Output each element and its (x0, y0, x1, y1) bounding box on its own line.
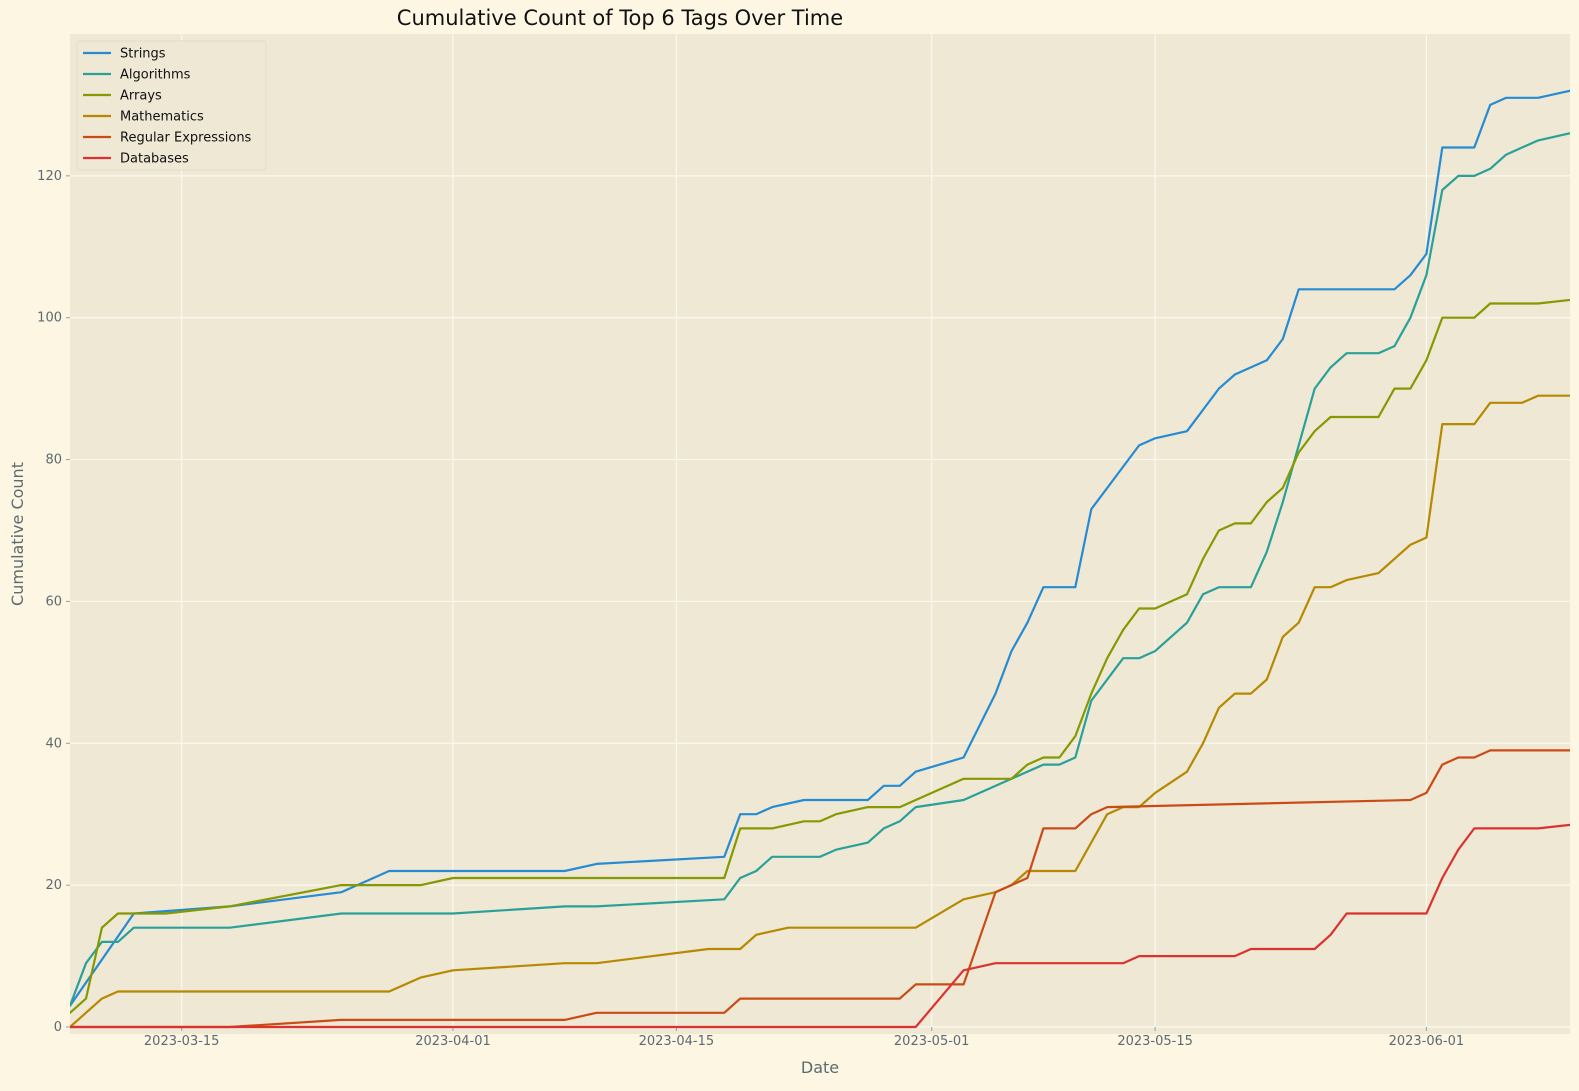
x-tick-label: 2023-05-15 (1117, 1034, 1193, 1049)
x-tick-label: 2023-04-15 (639, 1034, 715, 1049)
y-tick-label: 80 (45, 453, 62, 468)
legend-label-mathematics: Mathematics (120, 110, 204, 125)
series-line-regular-expressions (70, 749, 1570, 1029)
series-line-strings (70, 89, 1570, 1007)
series-lines (70, 89, 1570, 1029)
legend-label-strings: Strings (120, 47, 166, 62)
x-tick-label: 2023-04-01 (415, 1034, 491, 1049)
y-tick-label: 20 (45, 878, 62, 893)
y-tick-label: 100 (37, 311, 62, 326)
series-line-databases (70, 823, 1570, 1029)
legend-box (76, 40, 267, 171)
legend-label-arrays: Arrays (120, 89, 162, 104)
chart-title: Cumulative Count of Top 6 Tags Over Time (397, 6, 843, 30)
y-axis-label: Cumulative Count (8, 462, 27, 606)
y-tick-label: 120 (37, 169, 62, 184)
legend-label-algorithms: Algorithms (120, 68, 191, 83)
plot-area (70, 34, 1570, 1034)
x-tick-label: 2023-05-01 (894, 1034, 970, 1049)
axis-ticks: 0 20 40 60 80 100 120 2023-03-15 2023-04-01 2023-… (37, 169, 1464, 1049)
legend-label-regular-expressions: Regular Expressions (120, 131, 252, 146)
y-tick-label: 40 (45, 736, 62, 751)
series-line-mathematics (70, 394, 1570, 1029)
x-axis-label: Date (801, 1058, 839, 1077)
y-tick-label: 60 (45, 594, 62, 609)
grid (70, 34, 1570, 1028)
x-tick-label: 2023-06-01 (1389, 1034, 1465, 1049)
series-line-arrays (70, 298, 1570, 1014)
y-tick-label: 0 (54, 1020, 62, 1035)
series-line-algorithms (70, 132, 1570, 1007)
legend: Strings Algorithms Arrays Mathematics Regula… (76, 40, 267, 171)
x-tick-label: 2023-03-15 (144, 1034, 220, 1049)
legend-label-databases: Databases (120, 152, 189, 167)
